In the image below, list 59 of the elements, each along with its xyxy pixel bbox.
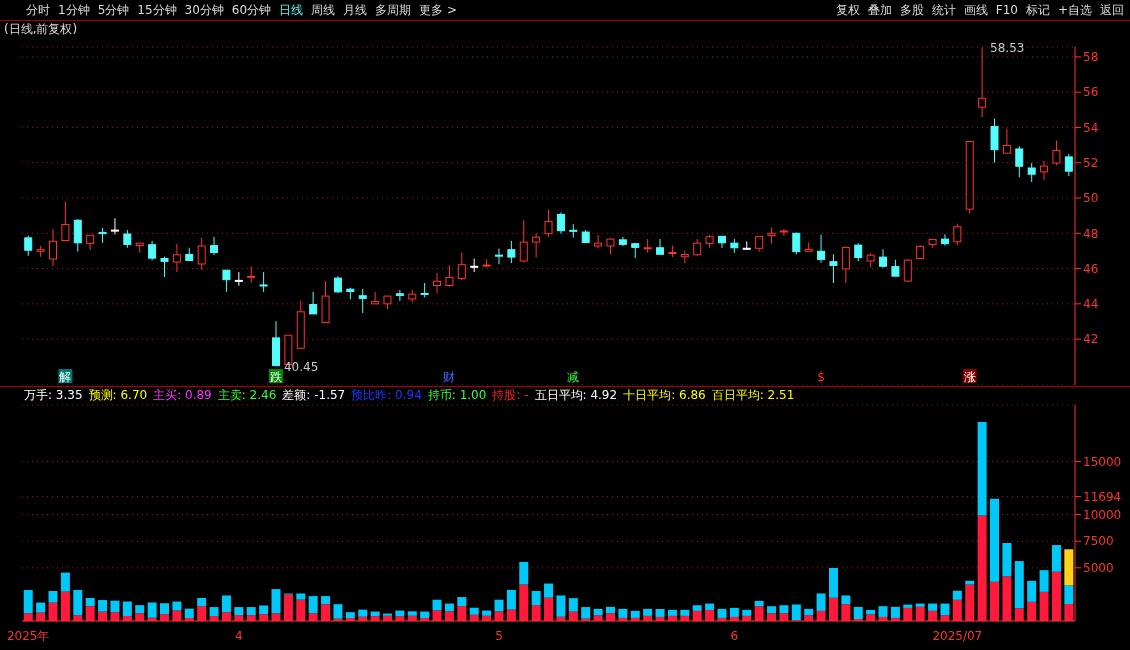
text: 涨 — [963, 370, 976, 384]
chart-title: (日线,前复权) — [3, 21, 79, 37]
text: 主卖: 2.46 — [217, 387, 277, 403]
x-tick-label: 2025年 — [6, 629, 50, 643]
y-tick-label: 42 — [1083, 332, 1099, 347]
text: 统计 — [931, 1, 956, 19]
text: 差额: -1.57 — [282, 387, 346, 403]
text: 月线 — [343, 1, 368, 19]
text: F10 — [995, 3, 1018, 17]
y-tick-label: 54 — [1083, 120, 1099, 135]
y-tick-label: 46 — [1083, 261, 1099, 276]
text: 分时 — [26, 1, 50, 19]
text: 5分钟 — [97, 1, 130, 19]
x-tick-label: 4 — [234, 629, 243, 643]
y-tick-label: 52 — [1083, 155, 1099, 170]
text: 叠加 — [867, 1, 892, 19]
text: 主买: 0.89 — [153, 387, 212, 403]
y-tick-label: 7500 — [1083, 534, 1114, 549]
text: 多股 — [899, 1, 924, 19]
text: 持股: - — [492, 387, 529, 403]
y-tick-label: 10000 — [1083, 507, 1122, 522]
text: 1分钟 — [58, 1, 90, 19]
text: 持币: 1.00 — [427, 387, 487, 403]
x-tick-label: 2025/07 — [932, 629, 983, 643]
text: 百日平均: 2.51 — [711, 387, 795, 403]
text: 画线 — [963, 1, 988, 19]
text: 60分钟 — [231, 1, 272, 19]
annotation: 40.45 — [283, 359, 319, 374]
y-tick-label: 15000 — [1083, 454, 1122, 469]
text: 复权 — [835, 1, 860, 19]
text: 更多 > — [419, 1, 457, 19]
text: 30分钟 — [184, 1, 224, 19]
text: 多周期 — [375, 1, 412, 19]
text: $ — [817, 370, 825, 384]
annotation: 58.53 — [990, 40, 1025, 55]
text: 跌 — [269, 370, 282, 384]
text: 五日平均: 4.92 — [534, 387, 618, 403]
y-tick-label: 44 — [1083, 297, 1099, 312]
text: 日线 — [279, 1, 304, 19]
y-tick-label: 58 — [1083, 50, 1099, 65]
text: 十日平均: 6.86 — [623, 387, 706, 403]
text: 周线 — [311, 1, 336, 19]
text: 万手: 3.35 — [24, 387, 83, 403]
x-tick-label: 6 — [730, 629, 739, 643]
y-tick-label: 50 — [1083, 191, 1099, 206]
y-tick-label: 56 — [1083, 85, 1099, 100]
y-tick-label: 11694 — [1083, 489, 1122, 504]
text: 预测: 6.70 — [88, 387, 148, 403]
text: 减 — [567, 370, 580, 384]
text: 返回 — [1100, 1, 1124, 19]
x-tick-label: 5 — [495, 629, 503, 643]
text: 财 — [443, 370, 456, 384]
y-tick-label: 48 — [1083, 226, 1099, 241]
text: 解 — [59, 370, 72, 384]
text: 预比昨: 0.94 — [351, 387, 422, 403]
text: 标记 — [1025, 1, 1050, 19]
text: 15分钟 — [137, 1, 177, 19]
text: +自选 — [1057, 1, 1092, 19]
y-tick-label: 5000 — [1083, 561, 1114, 576]
